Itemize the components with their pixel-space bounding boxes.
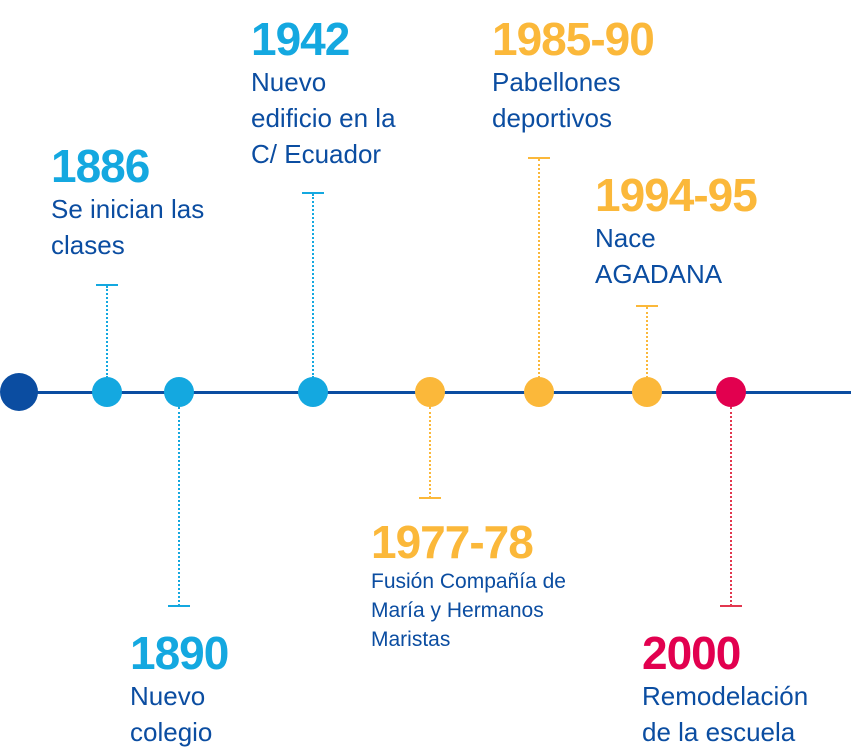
event-connector-cap-1942 <box>302 192 324 194</box>
event-connector-cap-1985-90 <box>528 157 550 159</box>
event-description: Nace AGADANA <box>595 223 723 289</box>
event-1886: 1886 Se inician las clases <box>51 143 204 263</box>
timeline-start-dot <box>0 373 38 411</box>
event-connector-1977-78 <box>429 407 431 498</box>
event-year: 1886 <box>51 140 150 192</box>
event-year: 1942 <box>251 13 350 65</box>
event-year: 1977-78 <box>371 516 534 568</box>
event-1985-90: 1985-90 Pabellones deportivos <box>492 13 655 136</box>
event-year: 2000 <box>642 627 741 679</box>
event-1890: 1890 Nuevo colegio <box>130 627 229 750</box>
event-1994-95: 1994-95 Nace AGADANA <box>595 169 758 292</box>
event-connector-cap-1886 <box>96 284 118 286</box>
event-dot-2000 <box>716 377 746 407</box>
event-connector-cap-1977-78 <box>419 497 441 499</box>
event-connector-cap-1994-95 <box>636 305 658 307</box>
event-1942: 1942 Nuevo edificio en la C/ Ecuador <box>251 16 396 172</box>
event-1977-78: 1977-78 Fusión Compañía de María y Herma… <box>371 519 566 654</box>
event-description: Se inician las clases <box>51 194 205 260</box>
event-2000: 2000 Remodelación de la escuela <box>642 630 808 750</box>
event-description: Pabellones deportivos <box>492 67 621 133</box>
event-description: Remodelación de la escuela <box>642 681 809 747</box>
event-description: Nuevo edificio en la C/ Ecuador <box>251 67 396 169</box>
event-year: 1890 <box>130 627 229 679</box>
event-dot-1890 <box>164 377 194 407</box>
event-connector-2000 <box>730 407 732 606</box>
event-connector-1890 <box>178 407 180 606</box>
event-connector-1942 <box>312 194 314 378</box>
event-dot-1886 <box>92 377 122 407</box>
event-description: Nuevo colegio <box>130 681 213 747</box>
event-connector-1985-90 <box>538 159 540 378</box>
event-connector-cap-1890 <box>168 605 190 607</box>
event-description: Fusión Compañía de María y Hermanos Mari… <box>371 570 566 651</box>
event-dot-1994-95 <box>632 377 662 407</box>
event-dot-1985-90 <box>524 377 554 407</box>
event-connector-cap-2000 <box>720 605 742 607</box>
event-connector-1886 <box>106 286 108 378</box>
event-dot-1977-78 <box>415 377 445 407</box>
event-year: 1985-90 <box>492 13 655 65</box>
event-dot-1942 <box>298 377 328 407</box>
event-connector-1994-95 <box>646 307 648 378</box>
event-year: 1994-95 <box>595 169 758 221</box>
